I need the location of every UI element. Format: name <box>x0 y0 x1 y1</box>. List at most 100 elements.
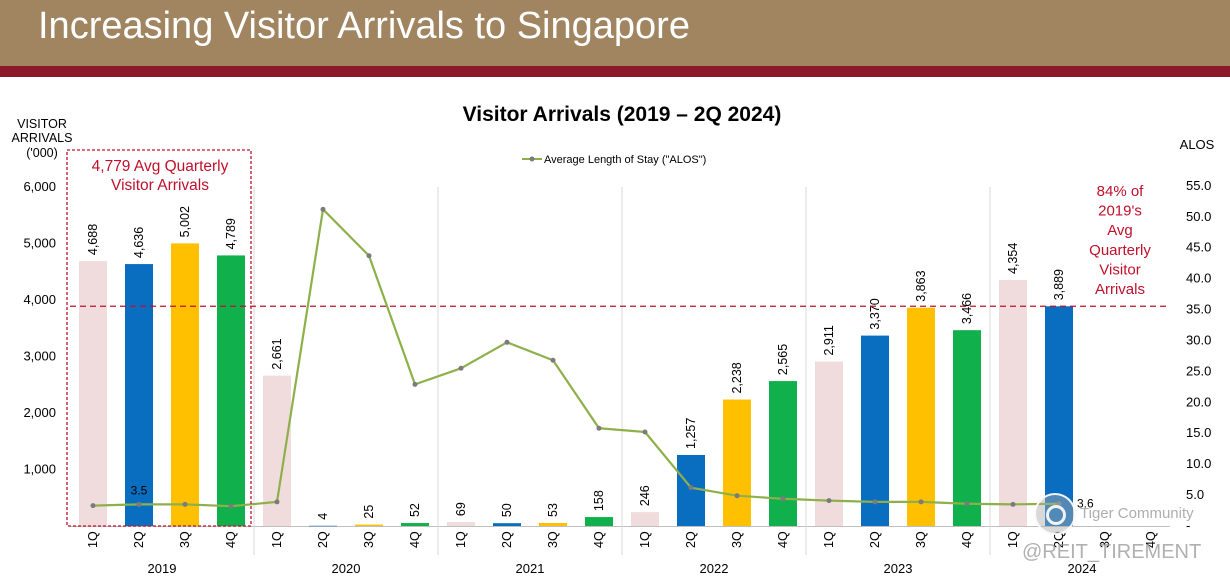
bar-value-label: 1,257 <box>684 418 698 449</box>
y-tick-label: 3,000 <box>23 349 56 364</box>
year-label: 2023 <box>884 561 913 576</box>
left-axis-label-line-3: ('000) <box>26 146 58 160</box>
y2-tick-label: 50.0 <box>1186 209 1211 224</box>
bar-value-label: 2,661 <box>270 338 284 369</box>
x-tick-label: 2Q <box>684 531 698 548</box>
bar <box>355 524 383 526</box>
alos-point <box>228 503 234 509</box>
y2-tick-label: 40.0 <box>1186 271 1211 286</box>
2019-average-box <box>66 149 252 527</box>
annotation-line: Avg <box>1107 222 1133 239</box>
x-tick-label: 3Q <box>362 531 376 548</box>
y2-tick-label: 55.0 <box>1186 178 1211 193</box>
x-tick-label: 1Q <box>638 531 652 548</box>
chart-title: Visitor Arrivals (2019 – 2Q 2024) <box>463 103 782 126</box>
title-banner <box>0 0 1230 66</box>
x-tick-label: 4Q <box>1144 531 1158 548</box>
year-label: 2021 <box>516 561 545 576</box>
bar <box>125 264 153 526</box>
x-tick-label: 3Q <box>546 531 560 548</box>
alos-point <box>182 501 188 507</box>
bar-value-label: 158 <box>592 490 606 511</box>
x-tick-label: 2Q <box>500 531 514 548</box>
x-tick-label: 1Q <box>270 531 284 548</box>
alos-point <box>136 501 142 507</box>
y2-tick-label: 35.0 <box>1186 302 1211 317</box>
y-tick-label: 6,000 <box>23 179 56 194</box>
bar-value-label: 69 <box>454 502 468 516</box>
alos-point <box>366 253 372 259</box>
y2-tick-label: 20.0 <box>1186 394 1211 409</box>
alos-point <box>918 499 924 505</box>
annotation-line: 84% of <box>1097 183 1145 200</box>
bar <box>539 523 567 526</box>
annotation-line: Quarterly <box>1089 242 1151 259</box>
bar <box>171 243 199 526</box>
year-label: 2022 <box>700 561 729 576</box>
bar-value-label: 2,238 <box>730 362 744 393</box>
bar <box>585 517 613 526</box>
annotation-line: 4,779 Avg Quarterly <box>92 158 229 175</box>
bar-value-label: 246 <box>638 485 652 506</box>
alos-point <box>458 365 464 371</box>
alos-point <box>596 425 602 431</box>
y-tick-label: 5,000 <box>23 236 56 251</box>
alos-point <box>412 381 418 387</box>
left-axis-label: VISITOR ARRIVALS ('000) <box>12 117 73 160</box>
right-axis-label: ALOS <box>1180 137 1215 152</box>
y2-tick-label: 25.0 <box>1186 363 1211 378</box>
alos-point <box>550 357 556 363</box>
y2-tick-label: 10.0 <box>1186 456 1211 471</box>
legend-label: Average Length of Stay ("ALOS") <box>544 154 706 166</box>
x-tick-label: 3Q <box>178 531 192 548</box>
legend: Average Length of Stay ("ALOS") <box>522 154 706 166</box>
bar <box>79 261 107 526</box>
bar-value-label: 4,688 <box>86 224 100 255</box>
alos-point <box>872 499 878 505</box>
bar-value-label: 2,911 <box>822 325 836 355</box>
tiger-logo-icon <box>1034 493 1076 535</box>
alos-point-label: 3.6 <box>1077 497 1094 511</box>
bar <box>447 522 475 526</box>
x-tick-label: 2Q <box>132 531 146 548</box>
y2-tick-label: 5.0 <box>1186 487 1204 502</box>
alos-line <box>92 208 1060 508</box>
x-tick-label: 4Q <box>960 531 974 548</box>
x-tick-label: 1Q <box>86 531 100 548</box>
x-tick-label: 1Q <box>454 531 468 548</box>
percent-2019-annotation: 84% of 2019's Avg Quarterly Visitor Arrivals <box>1089 183 1151 298</box>
x-tick-label: 2Q <box>316 531 330 548</box>
bar-value-label: 2,565 <box>776 344 790 375</box>
watermark-brand: Tiger Community <box>1080 505 1194 522</box>
alos-point <box>826 498 832 504</box>
alos-point <box>734 493 740 499</box>
bar <box>217 255 245 526</box>
y-tick-label: 4,000 <box>23 292 56 307</box>
x-tick-label: 1Q <box>1006 531 1020 548</box>
alos-point <box>504 339 510 345</box>
alos-point-label: 3.5 <box>131 483 148 497</box>
x-tick-label: 3Q <box>914 531 928 548</box>
bar-value-label: 4,789 <box>224 218 238 249</box>
y-tick-label: 1,000 <box>23 462 56 477</box>
year-label: 2020 <box>332 561 361 576</box>
bar-value-label: 3,370 <box>868 298 882 329</box>
bar <box>677 454 705 526</box>
bar <box>401 523 429 526</box>
x-tick-label: 3Q <box>730 531 744 548</box>
bar-value-label: 4,354 <box>1006 243 1020 274</box>
x-tick-label: 4Q <box>408 531 422 548</box>
bar <box>309 525 337 527</box>
bar <box>953 330 981 526</box>
alos-point <box>1010 501 1016 507</box>
annotation-line: Arrivals <box>1095 281 1145 298</box>
y2-tick-label: 45.0 <box>1186 240 1211 255</box>
legend-marker-swatch <box>529 156 535 162</box>
y-tick-label: 2,000 <box>23 405 56 420</box>
year-label: 2019 <box>148 561 177 576</box>
x-tick-label: 4Q <box>592 531 606 548</box>
alos-point <box>642 429 648 435</box>
watermark-handle: @REIT_TIREMENT <box>1022 541 1202 563</box>
bar-value-label: 52 <box>408 503 422 517</box>
year-label: 2024 <box>1068 561 1097 576</box>
